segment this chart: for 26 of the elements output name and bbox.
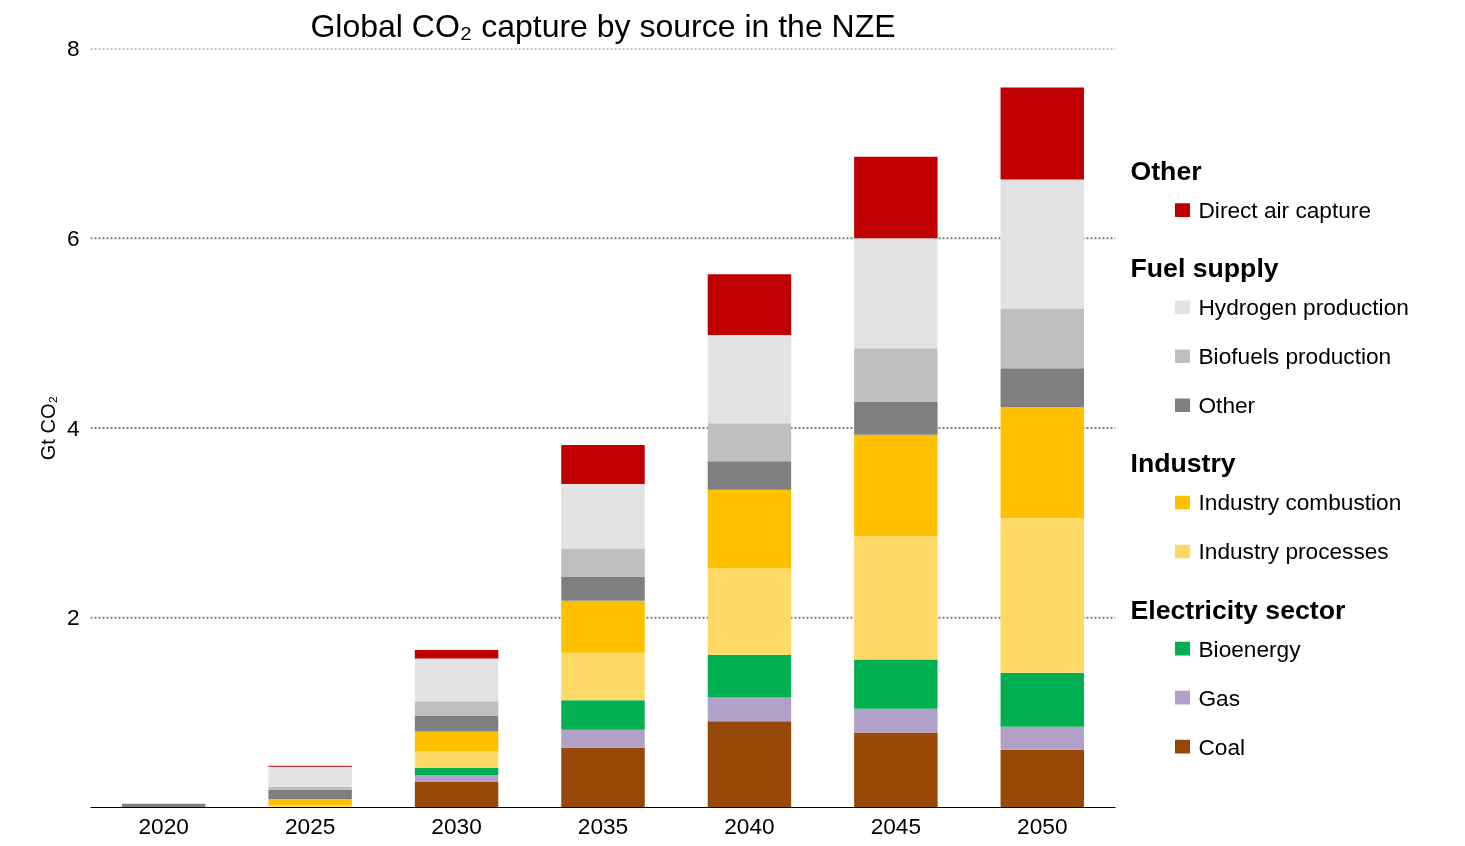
legend-label: Hydrogen production bbox=[1198, 294, 1409, 321]
chart-title: Global CO₂ capture by source in the NZE bbox=[310, 7, 896, 44]
x-tick-label: 2035 bbox=[577, 812, 629, 839]
y-tick-label: 8 bbox=[66, 35, 80, 61]
x-tick-label: 2050 bbox=[1017, 812, 1068, 839]
legend-label: Biofuels production bbox=[1198, 343, 1392, 370]
legend-label: Industry combustion bbox=[1198, 489, 1402, 516]
y-tick-label: 2 bbox=[66, 604, 80, 631]
x-tick-label: 2045 bbox=[870, 812, 922, 839]
x-tick-label: 2030 bbox=[431, 812, 482, 839]
text: Industry bbox=[1130, 448, 1236, 479]
legend-label: Bioenergy bbox=[1198, 635, 1302, 662]
text: Electricity sector bbox=[1130, 594, 1346, 625]
text: Other bbox=[1130, 156, 1202, 187]
x-tick-label: 2040 bbox=[724, 812, 775, 839]
x-tick-label: 2020 bbox=[138, 812, 189, 839]
text: Fuel supply bbox=[1130, 253, 1279, 284]
legend-label: Direct air capture bbox=[1198, 197, 1371, 224]
legend-label: Gas bbox=[1198, 684, 1241, 711]
y-axis-title: Gt CO₂ bbox=[36, 395, 59, 461]
legend-label: Coal bbox=[1198, 733, 1246, 760]
y-tick-label: 4 bbox=[66, 414, 80, 441]
legend-label: Other bbox=[1198, 392, 1256, 419]
x-tick-label: 2025 bbox=[284, 812, 336, 839]
y-tick-label: 6 bbox=[66, 224, 80, 251]
legend-label: Industry processes bbox=[1198, 538, 1389, 565]
